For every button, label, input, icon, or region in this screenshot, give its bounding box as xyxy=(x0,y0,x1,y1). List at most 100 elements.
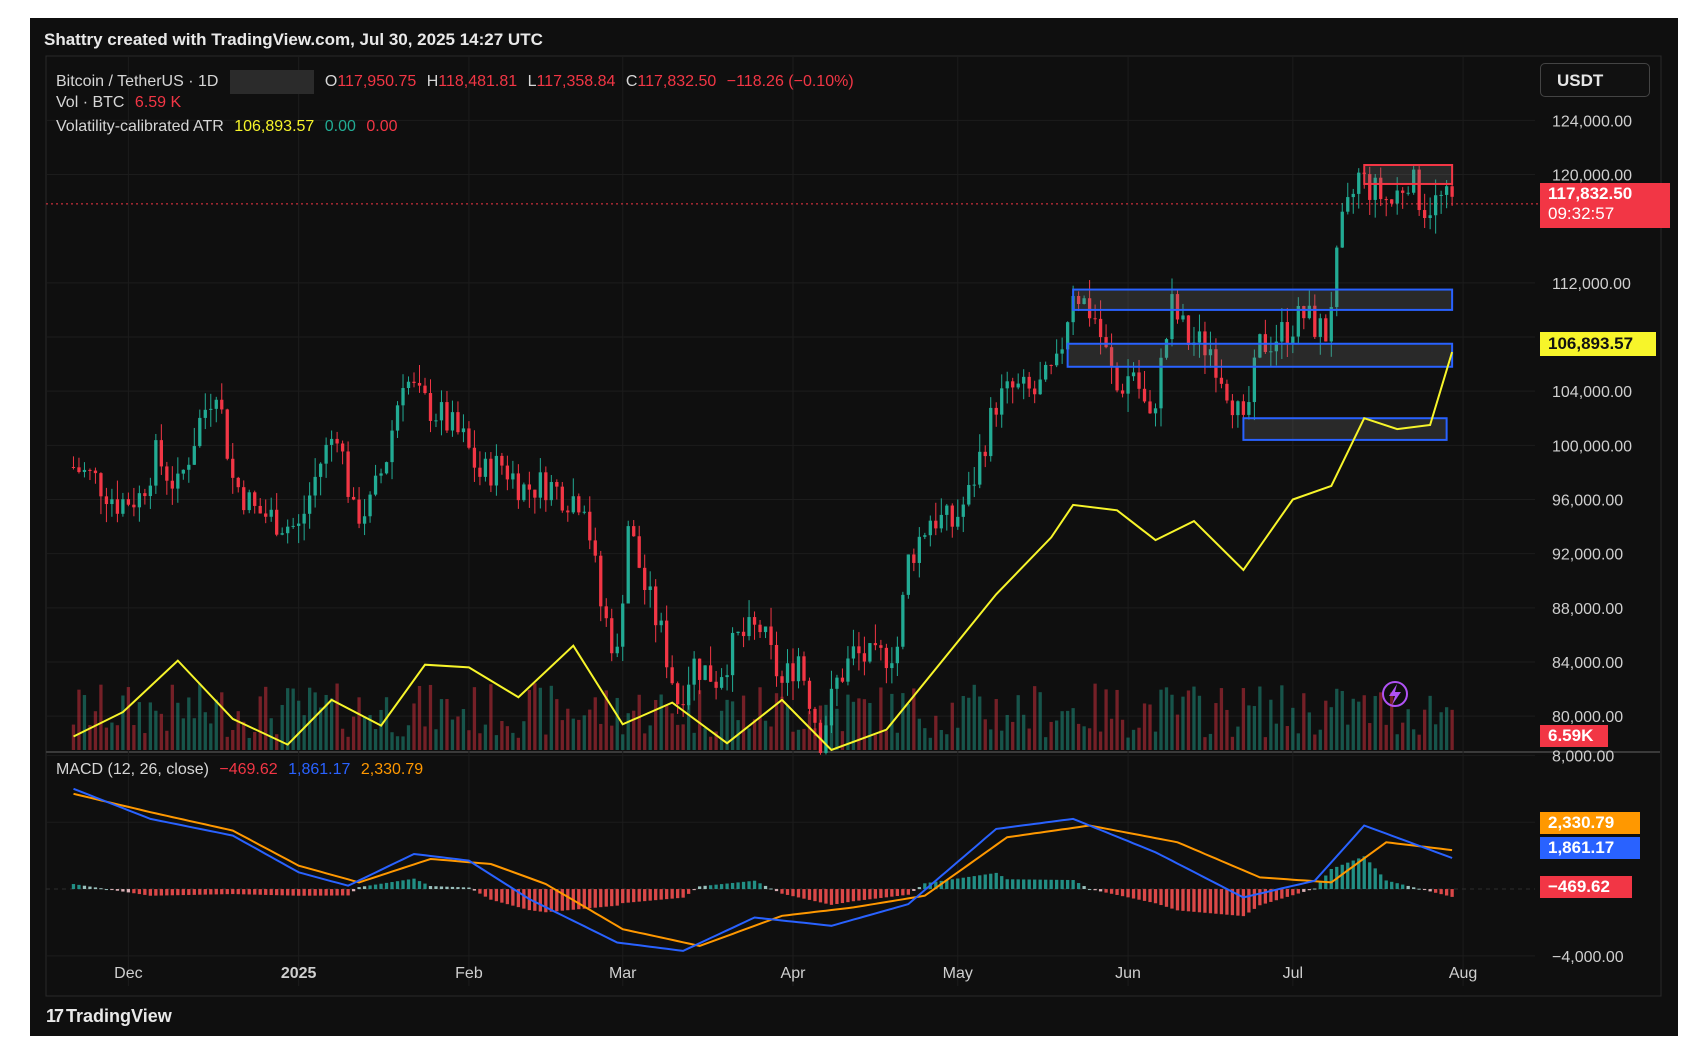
candle-body xyxy=(1186,315,1191,346)
candle-body xyxy=(1247,402,1251,415)
macd-histogram-bar xyxy=(1033,879,1037,890)
macd-histogram-bar xyxy=(313,889,317,896)
candle-body xyxy=(802,656,806,681)
macd-histogram-bar xyxy=(1395,883,1399,890)
macd-histogram-bar xyxy=(1214,889,1218,914)
volume-bar xyxy=(275,734,279,750)
volume-bar xyxy=(1186,690,1191,750)
macd-histogram-bar xyxy=(1340,864,1344,890)
volume-bar xyxy=(1252,706,1257,750)
volume-bar xyxy=(1324,700,1328,750)
volume-bar xyxy=(318,707,323,750)
macd-histogram-bar xyxy=(1049,879,1053,890)
volume-bar xyxy=(989,729,993,750)
macd-histogram-bar xyxy=(961,877,965,890)
volume-bar xyxy=(313,692,317,750)
candle-body xyxy=(522,484,526,501)
candle-body xyxy=(88,469,92,471)
volume-bar xyxy=(1357,701,1361,750)
price-tick-label: 92,000.00 xyxy=(1552,547,1623,564)
volume-bar xyxy=(1395,734,1399,750)
volume-bar xyxy=(1340,690,1344,750)
volume-bar xyxy=(159,713,163,750)
candle-body xyxy=(895,646,900,664)
volume-bar xyxy=(132,725,136,750)
volume-bar xyxy=(511,732,515,750)
candle-body xyxy=(1302,305,1306,319)
candle-body xyxy=(934,520,938,529)
candle-body xyxy=(291,525,295,527)
volume-bar xyxy=(956,727,960,750)
candle-body xyxy=(187,464,191,470)
red-zone xyxy=(1363,164,1454,185)
atr-label[interactable]: Volatility-calibrated ATR xyxy=(56,118,224,135)
volume-bar xyxy=(1197,695,1202,750)
macd-histogram-bar xyxy=(1142,889,1147,901)
volume-bar xyxy=(752,719,757,750)
volume-bar xyxy=(423,726,427,750)
zones xyxy=(1066,164,1454,441)
macd-histogram-bar xyxy=(362,886,367,890)
macd-histogram-bar xyxy=(676,889,680,899)
candle-body xyxy=(220,399,224,410)
macd-histogram-bar xyxy=(758,883,762,890)
volume-bar xyxy=(950,702,954,750)
macd-histogram-bar xyxy=(1197,889,1202,913)
macd-histogram-bar xyxy=(434,886,438,890)
volume-bar xyxy=(346,736,350,750)
macd-histogram-bar xyxy=(857,889,861,901)
symbol-name[interactable]: Bitcoin / TetherUS · 1D xyxy=(56,73,219,91)
candle-body xyxy=(950,505,954,527)
volume-bar xyxy=(730,701,735,750)
candle-body xyxy=(1335,247,1339,308)
candle-body xyxy=(610,618,614,654)
atr-polyline xyxy=(73,351,1454,752)
volume-bar xyxy=(961,696,965,750)
macd-histogram-bar xyxy=(725,883,729,890)
time-tick-label: Dec xyxy=(114,965,142,982)
candle-body xyxy=(209,408,213,410)
candle-body xyxy=(1170,294,1174,340)
macd-histogram-bar xyxy=(154,889,158,896)
volume-bar xyxy=(686,698,691,750)
macd-histogram-bar xyxy=(231,889,235,895)
macd-histogram-bar xyxy=(697,886,702,890)
candle-body xyxy=(1285,322,1289,343)
candle-body xyxy=(1214,349,1218,378)
volume-label[interactable]: Vol · BTC xyxy=(56,94,125,111)
candle-body xyxy=(313,476,317,496)
candle-body xyxy=(708,665,713,682)
currency-button[interactable]: USDT xyxy=(1540,63,1650,97)
macd-histogram-bar xyxy=(604,889,608,907)
tradingview-logo[interactable]: 17 TradingView xyxy=(46,1006,172,1027)
volume-bar xyxy=(148,702,153,750)
macd-label[interactable]: MACD (12, 26, close) xyxy=(56,761,209,778)
candle-body xyxy=(165,466,169,481)
candle-body xyxy=(1258,334,1262,358)
macd-histogram-bar xyxy=(1450,889,1454,897)
volume-bar xyxy=(461,709,466,750)
candle-body xyxy=(500,455,504,466)
atr-price-tag: 106,893.57 xyxy=(1540,332,1656,356)
candle-body xyxy=(1011,381,1015,388)
candle-body xyxy=(1208,349,1213,356)
macd-histogram-bar xyxy=(1076,883,1081,890)
macd-histogram-bar xyxy=(220,889,224,895)
candle-body xyxy=(467,428,471,448)
macd-histogram-bar xyxy=(1241,889,1246,917)
macd-histogram-bar xyxy=(972,876,976,890)
macd-histogram-bar xyxy=(1005,879,1009,890)
candle-body xyxy=(686,684,691,706)
volume-bar xyxy=(1120,719,1125,750)
macd-histogram-bar xyxy=(324,889,328,896)
macd-histogram-bar xyxy=(1109,889,1114,894)
macd-histogram-bar xyxy=(566,889,570,911)
volume-bar xyxy=(1406,709,1410,750)
volume-bar xyxy=(1379,692,1383,750)
macd-histogram-bar xyxy=(1203,889,1207,913)
macd-histogram-bar xyxy=(665,889,669,900)
candle-body xyxy=(198,417,202,447)
candle-body xyxy=(1054,353,1059,366)
volume-bar xyxy=(181,718,185,750)
macd-histogram-bar xyxy=(769,888,773,890)
